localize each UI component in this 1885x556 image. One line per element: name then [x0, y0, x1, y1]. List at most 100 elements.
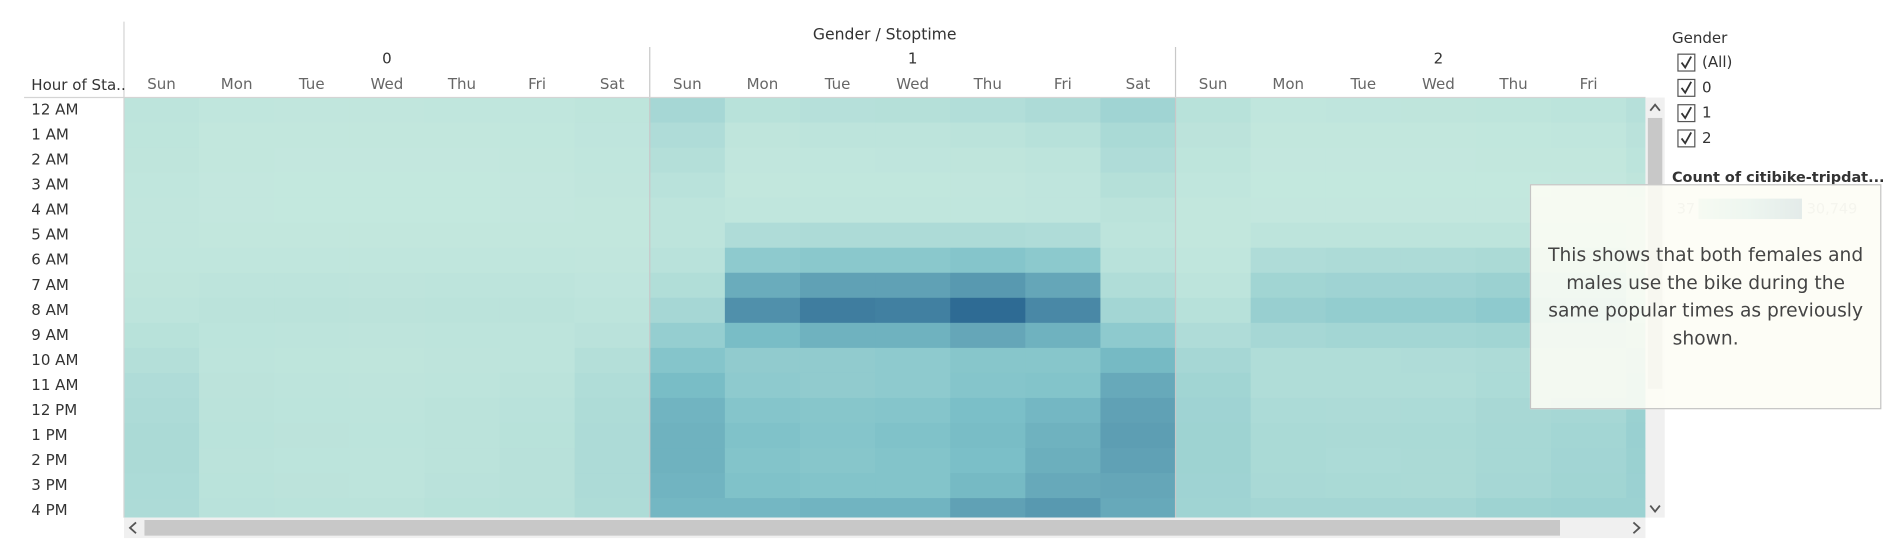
heat-cell — [1175, 147, 1252, 174]
heat-cell — [1400, 473, 1477, 499]
heat-cell — [1250, 322, 1327, 349]
heat-cell — [1100, 172, 1177, 199]
heat-cell — [1175, 197, 1252, 224]
heat-cell — [1025, 247, 1101, 274]
heat-cell — [724, 272, 801, 299]
checkbox[interactable] — [1677, 104, 1696, 123]
heat-cell — [1100, 422, 1177, 449]
scroll-right[interactable] — [1632, 521, 1641, 534]
checkmark — [1680, 106, 1692, 120]
row-title: Hour of Sta.. — [31, 76, 125, 94]
checkbox[interactable] — [1677, 53, 1696, 72]
heat-cell — [274, 247, 350, 274]
heat-cell — [724, 473, 801, 499]
heat-cell — [199, 347, 275, 374]
scroll-left[interactable] — [128, 521, 137, 534]
heat-cell — [199, 247, 275, 274]
heat-cell — [724, 498, 801, 518]
heat-cell — [1100, 448, 1177, 474]
heat-cell — [724, 397, 801, 424]
heat-cell — [875, 322, 951, 349]
heat-cell — [724, 222, 801, 249]
heat-cell — [349, 247, 425, 274]
heat-cell — [950, 473, 1026, 499]
heat-cell — [1325, 147, 1402, 174]
hour-label: 12 AM — [31, 101, 78, 119]
heat-cell — [649, 422, 726, 449]
heat-cell — [1400, 448, 1477, 474]
day-label: Wed — [1422, 75, 1455, 93]
heat-cell — [1250, 372, 1327, 399]
heat-cell — [950, 197, 1026, 224]
heat-cell — [1325, 297, 1402, 324]
heat-cell — [1100, 473, 1177, 499]
hour-label: 4 AM — [31, 201, 69, 219]
heat-cell — [199, 272, 275, 299]
heat-cell — [950, 498, 1026, 518]
heat-cell — [123, 272, 200, 299]
heat-cell — [1175, 122, 1252, 149]
heat-cell — [1175, 347, 1252, 374]
heat-cell — [950, 147, 1026, 174]
heat-cell — [1626, 422, 1646, 449]
heat-cell — [1400, 322, 1477, 349]
heat-cell — [875, 297, 951, 324]
heat-cell — [1400, 122, 1477, 149]
heat-cell — [950, 172, 1026, 199]
heat-cell — [199, 448, 275, 474]
heat-cell — [1400, 297, 1477, 324]
heat-cell — [574, 272, 651, 299]
hour-label: 7 AM — [31, 276, 69, 294]
heat-cell — [349, 172, 425, 199]
heat-cell — [724, 97, 801, 124]
heat-cell — [424, 147, 501, 174]
heat-cell — [1100, 122, 1177, 149]
heat-cell — [274, 372, 350, 399]
group-label: 1 — [908, 49, 918, 67]
heat-cell — [274, 473, 350, 499]
filter-option[interactable]: 2 — [1702, 129, 1712, 147]
heat-cell — [349, 448, 425, 474]
heat-cell — [950, 397, 1026, 424]
heat-cell — [499, 247, 576, 274]
heat-cell — [574, 448, 651, 474]
heat-cell — [1626, 473, 1646, 499]
hour-label: 2 AM — [31, 151, 69, 169]
heat-cell — [574, 97, 651, 124]
heat-cell — [274, 97, 350, 124]
scroll-up[interactable] — [1649, 103, 1661, 112]
heat-cell — [349, 372, 425, 399]
heat-cell — [1100, 147, 1177, 174]
checkbox[interactable] — [1677, 78, 1696, 97]
heat-cell — [1400, 498, 1477, 518]
heat-cell — [274, 222, 350, 249]
heat-cell — [274, 272, 350, 299]
h-scroll-thumb[interactable] — [144, 519, 1560, 536]
scroll-down[interactable] — [1649, 504, 1661, 514]
checkbox[interactable] — [1677, 129, 1696, 148]
heat-cell — [875, 448, 951, 474]
filter-option[interactable]: 1 — [1702, 104, 1712, 122]
heat-cell — [875, 272, 951, 299]
heat-cell — [274, 422, 350, 449]
heat-cell — [123, 347, 200, 374]
heat-cell — [1551, 422, 1627, 449]
heat-cell — [1025, 498, 1101, 518]
heat-cell — [1551, 448, 1627, 474]
heat-cell — [274, 197, 350, 224]
heat-cell — [499, 197, 576, 224]
hour-label: 9 AM — [31, 326, 69, 344]
heat-cell — [799, 473, 876, 499]
heat-cell — [1626, 498, 1646, 518]
heat-cell — [424, 222, 501, 249]
heat-cell — [424, 397, 501, 424]
heat-cell — [424, 372, 501, 399]
day-label: Sun — [147, 75, 176, 93]
filter-option[interactable]: 0 — [1702, 78, 1712, 96]
filter-option[interactable]: (All) — [1702, 53, 1732, 71]
heat-cell — [123, 197, 200, 224]
heat-cell — [950, 347, 1026, 374]
tooltip: This shows that both females and males u… — [1529, 184, 1882, 410]
heat-cell — [1100, 372, 1177, 399]
heat-cell — [1100, 222, 1177, 249]
